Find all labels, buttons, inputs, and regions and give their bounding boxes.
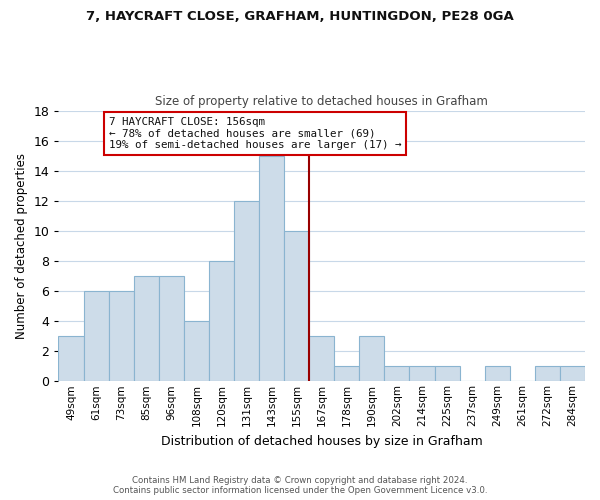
Bar: [485, 366, 510, 382]
Bar: [58, 336, 83, 382]
Bar: [309, 336, 334, 382]
Bar: [535, 366, 560, 382]
Bar: [334, 366, 359, 382]
Text: 7 HAYCRAFT CLOSE: 156sqm
← 78% of detached houses are smaller (69)
19% of semi-d: 7 HAYCRAFT CLOSE: 156sqm ← 78% of detach…: [109, 117, 401, 150]
Title: Size of property relative to detached houses in Grafham: Size of property relative to detached ho…: [155, 96, 488, 108]
Bar: [234, 201, 259, 382]
X-axis label: Distribution of detached houses by size in Grafham: Distribution of detached houses by size …: [161, 434, 482, 448]
Bar: [109, 291, 134, 382]
Bar: [434, 366, 460, 382]
Bar: [209, 261, 234, 382]
Bar: [359, 336, 385, 382]
Bar: [184, 321, 209, 382]
Bar: [560, 366, 585, 382]
Bar: [83, 291, 109, 382]
Bar: [259, 156, 284, 382]
Text: Contains HM Land Registry data © Crown copyright and database right 2024.
Contai: Contains HM Land Registry data © Crown c…: [113, 476, 487, 495]
Bar: [284, 231, 309, 382]
Bar: [159, 276, 184, 382]
Text: 7, HAYCRAFT CLOSE, GRAFHAM, HUNTINGDON, PE28 0GA: 7, HAYCRAFT CLOSE, GRAFHAM, HUNTINGDON, …: [86, 10, 514, 23]
Bar: [385, 366, 409, 382]
Bar: [134, 276, 159, 382]
Y-axis label: Number of detached properties: Number of detached properties: [15, 153, 28, 339]
Bar: [409, 366, 434, 382]
